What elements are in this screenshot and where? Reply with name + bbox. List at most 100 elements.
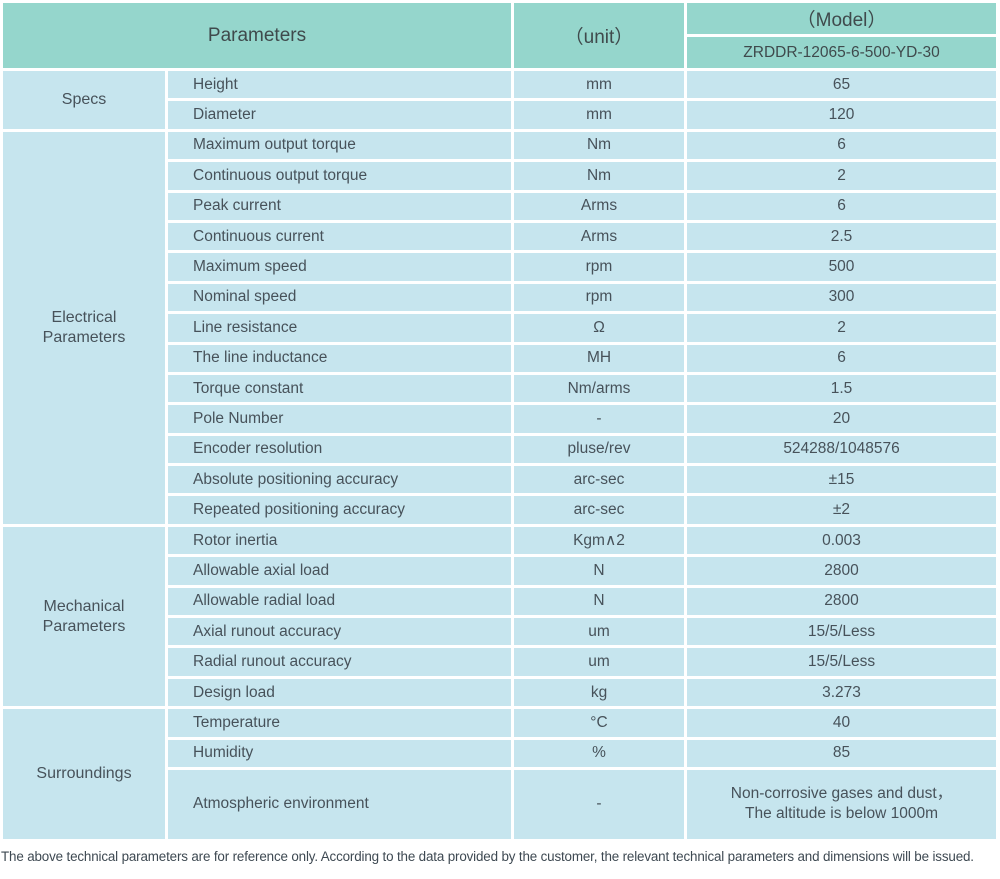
unit-cell: N bbox=[514, 587, 684, 616]
parameter-name-cell: The line inductance bbox=[168, 344, 511, 372]
unit-cell: Arms bbox=[514, 192, 684, 220]
unit-cell: °C bbox=[514, 709, 684, 737]
value-line: Non-corrosive gases and dust， bbox=[730, 785, 953, 803]
group-label: Mechanical Parameters bbox=[3, 526, 165, 707]
table-row: Atmospheric environment - Non-corrosive ga… bbox=[168, 769, 996, 839]
parameter-name-cell: Maximum output torque bbox=[168, 131, 511, 160]
table-row: Radial runout accuracy um 15/5/Less bbox=[168, 648, 996, 676]
table-row: Maximum output torque Nm 6 bbox=[168, 131, 996, 160]
parameter-name-cell: Atmospheric environment bbox=[168, 769, 511, 839]
table-row: Humidity% 85 bbox=[168, 739, 996, 767]
value-cell: 85 bbox=[687, 739, 996, 767]
parameter-name-cell: Peak current bbox=[168, 192, 511, 220]
table-row: Allowable radial load N 2800 bbox=[168, 587, 996, 616]
table-row: Allowable axial load N 2800 bbox=[168, 557, 996, 585]
parameter-name-cell: Design load bbox=[168, 678, 511, 707]
parameter-name-cell: Nominal speed bbox=[168, 283, 511, 312]
value-cell: 524288/1048576 bbox=[687, 435, 996, 464]
parameter-name-cell: Rotor inertia bbox=[168, 526, 511, 555]
section-rows: Rotor inertia Kgm∧2 0.003 Allowable axial l… bbox=[168, 526, 996, 707]
value-line: The altitude is below 1000m bbox=[744, 805, 938, 823]
parameter-name-cell: Continuous current bbox=[168, 222, 511, 251]
unit-cell: arc-sec bbox=[514, 466, 684, 494]
unit-cell: mm bbox=[514, 71, 684, 99]
table-header-row: Parameters （unit） （Model） ZRDDR-12065-6-… bbox=[3, 3, 996, 68]
parameter-name-cell: Line resistance bbox=[168, 314, 511, 342]
parameter-name-cell: Continuous output torque bbox=[168, 162, 511, 190]
header-model-label: （Model） bbox=[687, 3, 996, 34]
table-section: Electrical Parameters Maximum output torq… bbox=[3, 131, 996, 524]
table-row: Rotor inertia Kgm∧2 0.003 bbox=[168, 526, 996, 555]
table-row: Temperature °C 40 bbox=[168, 709, 996, 737]
unit-cell: MH bbox=[514, 344, 684, 372]
section-rows: Maximum output torque Nm 6 Continuous outpu… bbox=[168, 131, 996, 524]
unit-cell: N bbox=[514, 557, 684, 585]
value-cell: 3.273 bbox=[687, 678, 996, 707]
value-cell: 300 bbox=[687, 283, 996, 312]
value-cell: 2800 bbox=[687, 587, 996, 616]
parameter-name-cell: Axial runout accuracy bbox=[168, 618, 511, 646]
parameter-name-cell: Pole Number bbox=[168, 405, 511, 433]
table-section: Specs Height mm 65 Diameter mm 120 bbox=[3, 71, 996, 129]
parameter-name-cell: Humidity bbox=[168, 739, 511, 767]
value-cell: 6 bbox=[687, 192, 996, 220]
parameter-name-cell: Radial runout accuracy bbox=[168, 648, 511, 676]
unit-cell: um bbox=[514, 618, 684, 646]
unit-cell: Nm bbox=[514, 162, 684, 190]
unit-cell: rpm bbox=[514, 253, 684, 281]
unit-cell: Arms bbox=[514, 222, 684, 251]
unit-cell: Ω bbox=[514, 314, 684, 342]
value-cell: 65 bbox=[687, 71, 996, 99]
table-section: Surroundings Temperature °C 40 Humidity% 85 At… bbox=[3, 709, 996, 839]
unit-cell: um bbox=[514, 648, 684, 676]
table-row: Torque constant Nm/arms 1.5 bbox=[168, 374, 996, 403]
value-cell: Non-corrosive gases and dust， The altitud… bbox=[687, 769, 996, 839]
parameter-name-cell: Torque constant bbox=[168, 374, 511, 403]
parameter-name-cell: Allowable axial load bbox=[168, 557, 511, 585]
value-cell: ±2 bbox=[687, 496, 996, 524]
value-cell: 2 bbox=[687, 314, 996, 342]
table-row: Continuous output torque Nm 2 bbox=[168, 162, 996, 190]
unit-cell: rpm bbox=[514, 283, 684, 312]
unit-cell: kg bbox=[514, 678, 684, 707]
spec-table: Parameters （unit） （Model） ZRDDR-12065-6-… bbox=[3, 3, 996, 839]
table-row: Height mm 65 bbox=[168, 71, 996, 99]
table-row: Continuous current Arms 2.5 bbox=[168, 222, 996, 251]
table-row: Design load kg 3.273 bbox=[168, 678, 996, 707]
value-cell: 6 bbox=[687, 344, 996, 372]
unit-cell: Nm/arms bbox=[514, 374, 684, 403]
unit-cell: Nm bbox=[514, 131, 684, 160]
value-cell: 2 bbox=[687, 162, 996, 190]
table-row: Line resistance Ω 2 bbox=[168, 314, 996, 342]
value-cell: 0.003 bbox=[687, 526, 996, 555]
table-row: Encoder resolution pluse/rev 524288/104857… bbox=[168, 435, 996, 464]
parameter-name-cell: Height bbox=[168, 71, 511, 99]
value-cell: ±15 bbox=[687, 466, 996, 494]
group-label: Electrical Parameters bbox=[3, 131, 165, 524]
unit-cell: - bbox=[514, 405, 684, 433]
parameter-name-cell: Diameter bbox=[168, 101, 511, 129]
unit-cell: Kgm∧2 bbox=[514, 526, 684, 555]
section-rows: Temperature °C 40 Humidity% 85 Atmospheric en… bbox=[168, 709, 996, 839]
table-row: Nominal speed rpm 300 bbox=[168, 283, 996, 312]
header-model-value: ZRDDR-12065-6-500-YD-30 bbox=[687, 37, 996, 68]
group-label: Surroundings bbox=[3, 709, 165, 839]
value-cell: 15/5/Less bbox=[687, 648, 996, 676]
value-cell: 2.5 bbox=[687, 222, 996, 251]
group-label: Specs bbox=[3, 71, 165, 129]
parameter-name-cell: Encoder resolution bbox=[168, 435, 511, 464]
table-row: Diameter mm 120 bbox=[168, 101, 996, 129]
value-cell: 20 bbox=[687, 405, 996, 433]
parameter-name-cell: Repeated positioning accuracy bbox=[168, 496, 511, 524]
table-row: Axial runout accuracy um 15/5/Less bbox=[168, 618, 996, 646]
footer-note: The above technical parameters are for r… bbox=[1, 848, 974, 864]
table-row: Peak current Arms 6 bbox=[168, 192, 996, 220]
parameter-name-cell: Absolute positioning accuracy bbox=[168, 466, 511, 494]
parameter-name-cell: Allowable radial load bbox=[168, 587, 511, 616]
unit-cell: arc-sec bbox=[514, 496, 684, 524]
table-row: Maximum speed rpm 500 bbox=[168, 253, 996, 281]
value-cell: 120 bbox=[687, 101, 996, 129]
table-row: The line inductance MH 6 bbox=[168, 344, 996, 372]
parameter-name-cell: Temperature bbox=[168, 709, 511, 737]
